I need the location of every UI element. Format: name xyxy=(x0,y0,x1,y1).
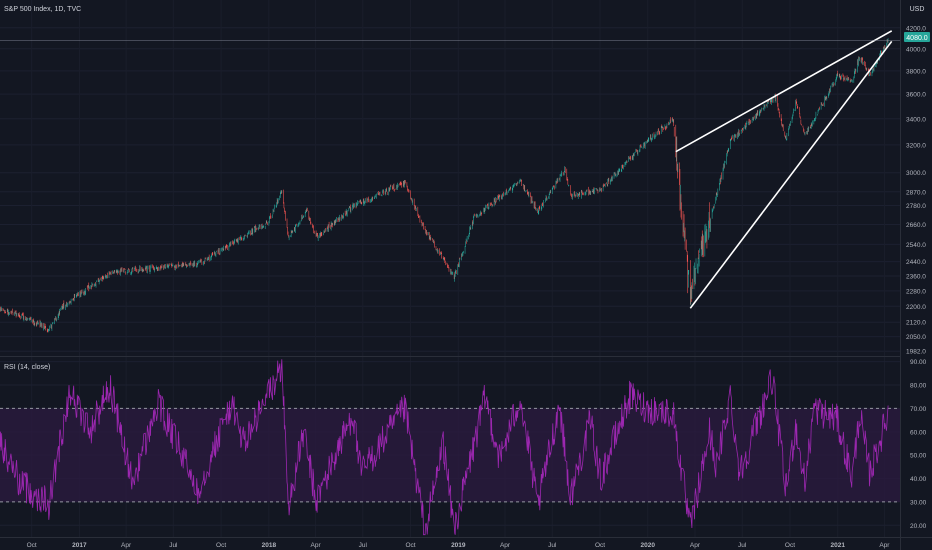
time-tick-label: 2021 xyxy=(830,542,845,549)
rsi-axis[interactable]: 90.00 80.00 70.00 60.00 50.00 40.00 30.00 20.00 xyxy=(910,359,927,530)
rsi-tick-label: 60.00 xyxy=(910,429,927,436)
rsi-pane-label[interactable]: RSI (14, close) xyxy=(4,364,50,371)
time-tick-label: Apr xyxy=(690,542,701,549)
price-tick-label: 2280.0 xyxy=(906,288,926,295)
rsi-band-lines xyxy=(0,407,900,503)
price-tick-label: 4200.0 xyxy=(906,25,926,32)
price-tick-label: 3200.0 xyxy=(906,142,926,149)
price-tick-label: 2660.0 xyxy=(906,222,926,229)
time-tick-label: Jul xyxy=(169,542,178,549)
wedge-upper-trendline[interactable] xyxy=(675,30,893,153)
price-tick-label: 3800.0 xyxy=(906,68,926,75)
time-tick-label: Oct xyxy=(405,542,415,549)
time-tick-label: Apr xyxy=(879,542,890,549)
time-tick-label: Jul xyxy=(548,542,557,549)
price-tick-label: 3000.0 xyxy=(906,170,926,177)
price-tick-label: 2540.0 xyxy=(906,242,926,249)
symbol-title[interactable]: S&P 500 Index, 1D, TVC xyxy=(4,6,81,13)
time-tick-label: Apr xyxy=(311,542,322,549)
rsi-tick-label: 40.00 xyxy=(910,476,927,483)
price-candles xyxy=(0,38,889,333)
price-tick-label: 2200.0 xyxy=(906,304,926,311)
price-tick-label: 3400.0 xyxy=(906,116,926,123)
price-tick-label: 2120.0 xyxy=(906,320,926,327)
time-tick-label: Apr xyxy=(121,542,132,549)
price-tick-label: 2780.0 xyxy=(906,203,926,210)
price-tick-label: 3600.0 xyxy=(906,92,926,99)
price-tick-label: 2870.0 xyxy=(906,189,926,196)
rsi-tick-label: 80.00 xyxy=(910,383,927,390)
rsi-tick-label: 30.00 xyxy=(910,499,927,506)
time-tick-label: Jul xyxy=(359,542,368,549)
time-tick-label: Oct xyxy=(595,542,605,549)
current-price-label: 4080.0 xyxy=(906,35,928,42)
price-tick-label: 2360.0 xyxy=(906,274,926,281)
price-badge-bg xyxy=(904,32,930,42)
time-tick-label: 2020 xyxy=(641,542,656,549)
time-tick-label: Apr xyxy=(500,542,511,549)
time-tick-label: Jul xyxy=(738,542,747,549)
price-axis[interactable]: 4200.0 4000.0 3800.0 3600.0 3400.0 3200.0 3000… xyxy=(906,25,926,355)
time-tick-label: 2018 xyxy=(262,542,277,549)
time-tick-label: Oct xyxy=(216,542,226,549)
price-tick-label: 4000.0 xyxy=(906,46,926,53)
wedge-lower-trendline[interactable] xyxy=(689,40,893,309)
wedge-trendlines[interactable] xyxy=(675,30,893,309)
time-axis[interactable]: Oct 2017 Apr Jul Oct 2018 Apr Jul Oct 2019 Apr Jul O… xyxy=(27,542,891,549)
time-tick-label: 2017 xyxy=(72,542,87,549)
price-tick-label: 1982.0 xyxy=(906,349,926,356)
price-tick-label: 2440.0 xyxy=(906,259,926,266)
price-badge: 4080.0 xyxy=(904,32,930,42)
time-tick-label: 2019 xyxy=(451,542,466,549)
time-tick-label: Oct xyxy=(27,542,37,549)
rsi-tick-label: 70.00 xyxy=(910,406,927,413)
price-tick-label: 2050.0 xyxy=(906,334,926,341)
rsi-series-line xyxy=(0,359,889,536)
currency-label[interactable]: USD xyxy=(910,6,925,13)
rsi-tick-label: 90.00 xyxy=(910,359,927,366)
time-tick-label: Oct xyxy=(785,542,795,549)
rsi-tick-label: 50.00 xyxy=(910,453,927,460)
rsi-tick-label: 20.00 xyxy=(910,523,927,530)
